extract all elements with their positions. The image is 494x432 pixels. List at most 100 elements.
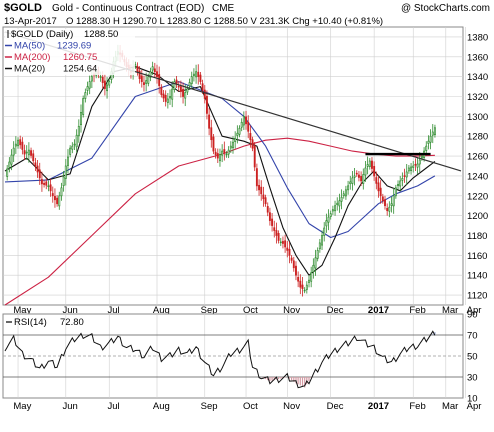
candle-body	[273, 227, 276, 231]
candle-body	[208, 114, 211, 129]
candle-body	[238, 127, 241, 135]
candle-body	[58, 195, 61, 207]
candle-body	[342, 193, 345, 197]
candle-body	[364, 167, 367, 176]
candle-body	[414, 164, 417, 166]
candle-body	[260, 186, 263, 195]
price-y-tick-label: 1340	[467, 72, 488, 83]
candle-body	[166, 98, 169, 103]
candle-body	[136, 65, 139, 73]
legend-value: 1254.64	[63, 64, 97, 75]
candle-body	[140, 75, 143, 82]
rsi-y-tick-label: 70	[467, 331, 478, 342]
candle-body	[331, 209, 334, 212]
candle-body	[258, 184, 261, 191]
candle-body	[316, 250, 319, 259]
candle-body	[344, 189, 347, 197]
candle-body	[147, 76, 150, 84]
candle-body	[318, 242, 321, 250]
rsi-y-tick-label: 10	[467, 394, 478, 405]
candle-body	[84, 92, 87, 99]
candle-body	[73, 143, 76, 146]
candle-body	[190, 76, 193, 85]
price-x-tick-label: Mar	[442, 305, 458, 316]
candle-body	[145, 80, 148, 84]
rsi-y-axis: 10 30 50 70 90	[467, 310, 478, 405]
candle-body	[158, 74, 161, 86]
legend-name: MA(200)	[14, 52, 50, 63]
candle-body	[429, 135, 432, 143]
rsi-x-tick-label: Dec	[327, 401, 344, 412]
candle-body	[271, 218, 274, 226]
candle-body	[377, 182, 380, 192]
candle-body	[101, 76, 104, 83]
candle-body	[99, 76, 102, 78]
candle-body	[357, 174, 360, 178]
rsi-x-tick-label: 2017	[368, 401, 389, 412]
rsi-y-tick-label: 90	[467, 310, 478, 321]
candle-body	[43, 182, 46, 185]
candle-body	[255, 168, 258, 187]
candle-body	[368, 160, 371, 168]
candle-body	[242, 116, 245, 126]
candle-body	[366, 164, 369, 167]
candle-body	[34, 162, 37, 167]
candle-body	[64, 165, 67, 179]
legend-background	[5, 29, 135, 75]
candle-body	[321, 235, 323, 246]
price-y-tick-label: 1260	[467, 152, 488, 163]
candle-body	[184, 92, 187, 99]
rsi-x-tick-label: Mar	[442, 401, 458, 412]
candle-body	[149, 71, 152, 78]
candle-body	[392, 195, 395, 207]
candle-body	[179, 86, 182, 92]
candle-body	[103, 80, 106, 89]
candle-body	[47, 185, 50, 188]
legend-name: MA(50)	[14, 41, 45, 52]
candle-body	[143, 82, 145, 85]
candle-body	[8, 161, 11, 168]
candle-body	[431, 131, 434, 136]
rsi-x-axis: May Jun Jul Aug Sep Oct Nov Dec 2017 Feb Mar Apr	[13, 401, 481, 412]
rsi-y-tick-label: 30	[467, 373, 478, 384]
price-x-tick-label: Oct	[243, 305, 258, 316]
rsi-x-tick-label: May	[13, 401, 31, 412]
candle-body	[301, 284, 304, 289]
price-x-tick-label: Feb	[409, 305, 425, 316]
candle-body	[390, 203, 393, 206]
candle-body	[201, 83, 204, 91]
candle-body	[388, 206, 391, 212]
candle-body	[286, 247, 289, 251]
candle-body	[362, 174, 365, 184]
candle-body	[349, 181, 352, 185]
price-x-tick-label: Apr	[467, 305, 482, 316]
candle-body	[171, 88, 174, 100]
candle-body	[227, 149, 230, 155]
candle-body	[288, 248, 291, 256]
candle-body	[197, 71, 200, 77]
candle-body	[30, 150, 33, 156]
candle-body	[69, 147, 72, 155]
candle-body	[297, 277, 300, 282]
legend-value: 1239.69	[57, 41, 91, 52]
candle-body	[77, 125, 80, 137]
candle-body	[232, 141, 234, 149]
candle-body	[403, 175, 406, 177]
candle-body	[75, 134, 78, 148]
candle-body	[23, 150, 26, 155]
candle-body	[325, 220, 328, 227]
candle-body	[162, 93, 165, 99]
ma20-line	[4, 66, 436, 276]
candle-body	[290, 257, 293, 261]
price-y-tick-label: 1320	[467, 92, 488, 103]
price-panel: 1120 1140 1160 1180 1200 1220 1240 1260 1280 1300…	[2, 26, 488, 316]
price-y-tick-label: 1200	[467, 211, 488, 222]
candle-body	[156, 71, 158, 77]
candle-body	[151, 66, 154, 71]
candle-body	[51, 193, 54, 197]
candle-body	[12, 147, 15, 156]
candle-body	[56, 197, 59, 205]
candle-body	[38, 169, 41, 179]
